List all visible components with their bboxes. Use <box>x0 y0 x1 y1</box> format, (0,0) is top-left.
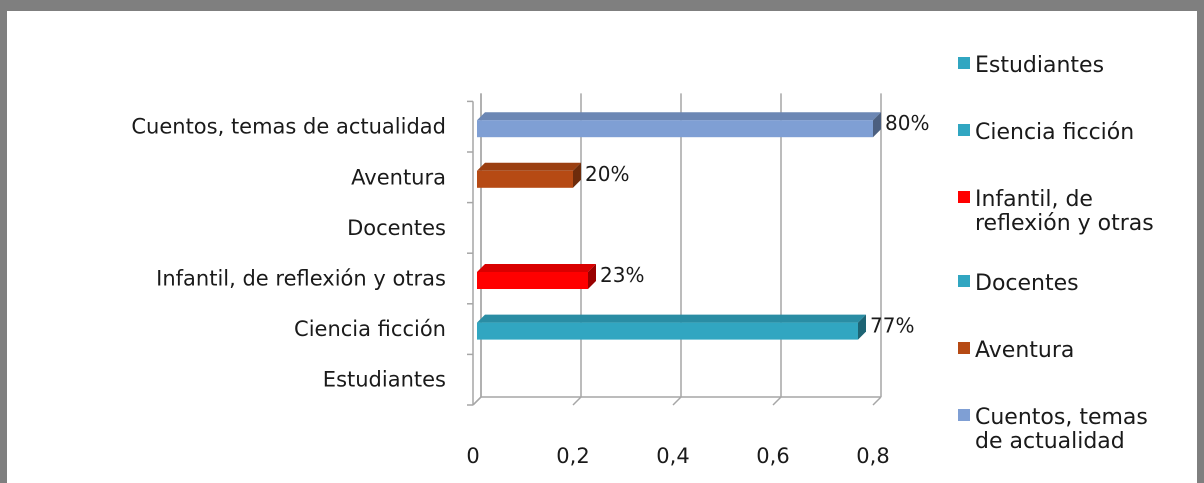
category-label: Ciencia ficción <box>294 317 446 341</box>
legend-label: Cuentos, temas <box>975 405 1148 430</box>
legend-swatch <box>958 57 970 69</box>
legend-label: Ciencia ficción <box>975 120 1134 145</box>
legend-swatch <box>958 191 970 203</box>
legend-label: Estudiantes <box>975 53 1104 78</box>
bar-top-face <box>477 264 596 272</box>
x-tick-label: 0,6 <box>756 444 789 468</box>
bar-1 <box>477 314 866 340</box>
bar-front-face <box>477 170 573 188</box>
data-label: 80% <box>885 111 929 135</box>
x-tick-label: 0,8 <box>856 444 889 468</box>
legend-label: Infantil, de <box>975 187 1093 212</box>
gridline-depth <box>572 396 582 406</box>
x-tick-label: 0,2 <box>556 444 589 468</box>
legend-label: Docentes <box>975 271 1079 296</box>
data-label: 20% <box>585 162 629 186</box>
data-label: 23% <box>600 263 644 287</box>
bar-side-face <box>573 162 581 188</box>
category-label: Infantil, de reflexión y otras <box>156 267 446 291</box>
category-label: Aventura <box>351 165 446 189</box>
bar-side-face <box>858 314 866 340</box>
bar-front-face <box>477 120 873 138</box>
bar-top-face <box>477 314 866 323</box>
category-label: Estudiantes <box>323 368 446 392</box>
legend-swatch <box>958 342 970 354</box>
bar-top-face <box>477 162 581 171</box>
x-tick-label: 0 <box>466 444 479 468</box>
category-label: Docentes <box>347 216 446 240</box>
gridline-depth <box>772 396 782 406</box>
legend-label: reflexión y otras <box>975 211 1154 236</box>
bar-top-face <box>477 112 881 121</box>
data-label: 77% <box>870 314 914 338</box>
bar-front-face <box>477 322 858 340</box>
legend-swatch <box>958 275 970 287</box>
x-tick-label: 0,4 <box>656 444 689 468</box>
bar-2 <box>477 264 596 289</box>
bar-front-face <box>477 272 588 289</box>
category-label: Cuentos, temas de actualidad <box>131 115 446 139</box>
gridline-depth <box>672 396 682 406</box>
legend-swatch <box>958 409 970 421</box>
bar-4 <box>477 162 581 188</box>
bar-5 <box>477 112 881 138</box>
bar-side-face <box>588 264 596 289</box>
legend-swatch <box>958 124 970 136</box>
bar-side-face <box>873 112 881 138</box>
gridline-depth <box>472 396 482 406</box>
legend-label: de actualidad <box>975 429 1125 454</box>
gridline-depth <box>872 396 882 406</box>
legend-label: Aventura <box>975 338 1074 363</box>
